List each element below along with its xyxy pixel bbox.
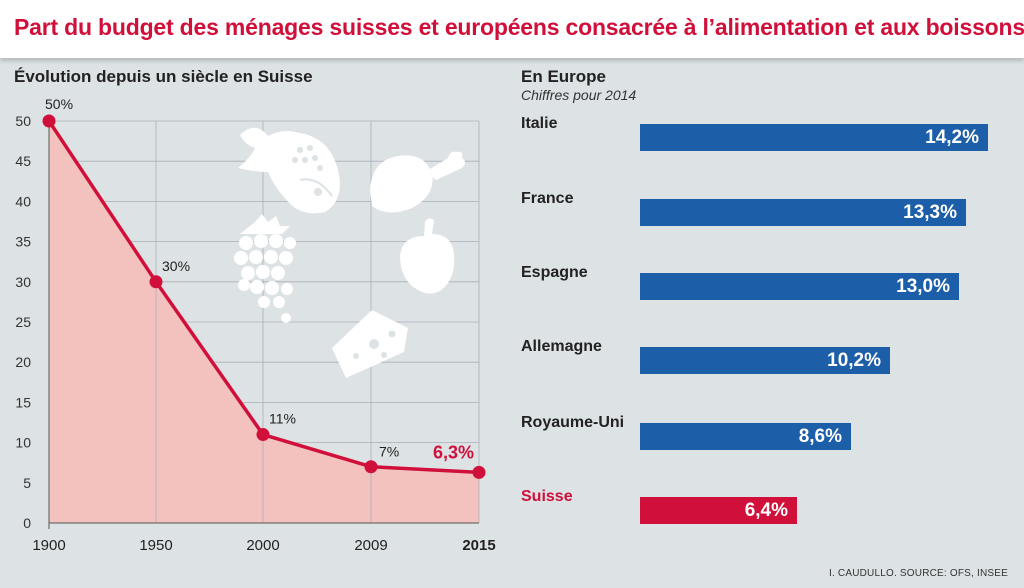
data-label: 50%	[45, 96, 73, 112]
data-label: 7%	[379, 444, 399, 460]
bar: 8,6%	[640, 423, 851, 450]
data-point	[472, 465, 486, 479]
bar-row: Espagne 13,0%	[0, 262, 1024, 300]
title-bar: Part du budget des ménages suisses et eu…	[0, 0, 1024, 58]
bar-value-label: 13,3%	[903, 202, 957, 223]
y-tick-label: 30	[15, 274, 31, 290]
y-tick-label: 35	[15, 234, 31, 250]
bar: 10,2%	[640, 347, 890, 374]
bar-category-label: Suisse	[521, 488, 573, 505]
data-point	[42, 114, 56, 128]
pepper-icon	[400, 218, 455, 294]
x-tick-label: 2015	[462, 537, 495, 554]
bar-row: Allemagne 10,2%	[0, 336, 1024, 374]
bar-row: Royaume-Uni 8,6%	[0, 412, 1024, 450]
bar-chart-title: En Europe	[521, 67, 607, 86]
y-tick-label: 20	[15, 354, 31, 370]
grapes-icon	[234, 214, 296, 323]
bar-value-label: 10,2%	[827, 350, 881, 371]
x-tick-label: 1900	[32, 537, 65, 554]
chicken-leg-icon	[370, 151, 465, 213]
bar: 6,4%	[640, 497, 797, 524]
x-tick-label: 2000	[246, 537, 279, 554]
bar: 13,3%	[640, 199, 966, 226]
data-label: 6,3%	[433, 442, 474, 462]
y-tick-label: 5	[23, 475, 31, 491]
line-chart-title: Évolution depuis un siècle en Suisse	[14, 67, 313, 86]
bar-value-label: 13,0%	[896, 276, 950, 297]
bar-row: Suisse 6,4%	[0, 486, 1024, 524]
bar-category-label: Royaume-Uni	[521, 414, 625, 431]
cheese-icon	[332, 310, 408, 378]
bar-value-label: 14,2%	[925, 127, 979, 148]
bar: 13,0%	[640, 273, 959, 300]
area-fill	[49, 121, 479, 523]
data-point	[256, 428, 270, 442]
y-tick-label: 25	[15, 314, 31, 330]
y-tick-label: 50	[15, 113, 31, 129]
y-tick-label: 0	[23, 515, 31, 531]
bar-value-label: 8,6%	[798, 426, 842, 447]
data-point	[364, 460, 378, 474]
bar-category-label: Italie	[521, 115, 558, 132]
bar-row: Italie 14,2%	[0, 113, 1024, 151]
bar-category-label: France	[521, 190, 574, 207]
x-tick-label: 2009	[354, 537, 387, 554]
y-tick-label: 40	[15, 193, 31, 209]
bar: 14,2%	[640, 124, 988, 151]
y-tick-label: 10	[15, 435, 31, 451]
data-label: 30%	[162, 258, 190, 274]
bar-value-label: 6,4%	[744, 500, 788, 521]
source-credit: I. CAUDULLO. SOURCE: OFS, INSEE	[828, 568, 1008, 579]
y-tick-label: 45	[15, 153, 31, 169]
bar-category-label: Allemagne	[521, 338, 602, 355]
page-title: Part du budget des ménages suisses et eu…	[14, 14, 1024, 40]
fish-icon	[238, 127, 340, 214]
bar-row: France 13,3%	[0, 188, 1024, 226]
bar-chart-subtitle: Chiffres pour 2014	[521, 87, 637, 103]
x-tick-label: 1950	[139, 537, 172, 554]
y-tick-label: 15	[15, 394, 31, 410]
data-point	[149, 275, 163, 289]
data-label: 11%	[269, 411, 296, 427]
bar-category-label: Espagne	[521, 264, 588, 281]
